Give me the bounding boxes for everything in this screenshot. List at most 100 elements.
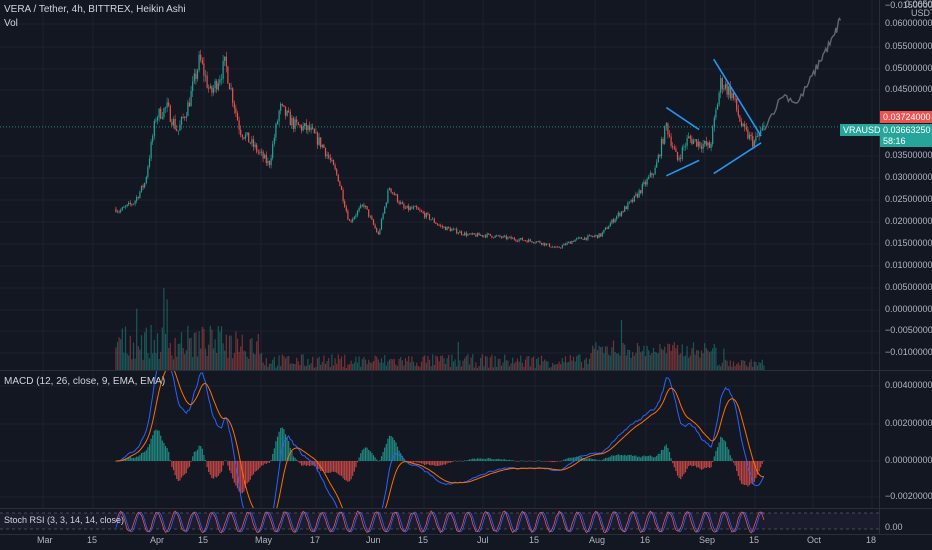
- candle-body: [444, 226, 447, 231]
- volume-bar: [699, 357, 701, 370]
- time-tick-label: 15: [749, 535, 760, 545]
- macd-hist-bar: [233, 461, 235, 483]
- macd-hist-bar: [272, 454, 274, 461]
- volume-legend[interactable]: Vol: [4, 18, 18, 29]
- symbol-legend[interactable]: VERA / Tether, 4h, BITTREX, Heikin Ashi: [4, 4, 186, 15]
- candle-body: [152, 136, 154, 142]
- macd-hist-bar: [203, 455, 205, 461]
- candle-body: [350, 220, 352, 222]
- macd-hist-bar: [534, 461, 536, 462]
- volume-bar: [545, 361, 547, 370]
- macd-hist-bar: [603, 458, 605, 461]
- volume-bar: [534, 367, 536, 370]
- time-tick-label: Aug: [589, 535, 606, 545]
- macd-hist-bar: [729, 455, 731, 461]
- macd-hist-bar: [344, 461, 346, 480]
- macd-hist-bar: [739, 461, 741, 481]
- macd-hist-bar: [598, 459, 600, 461]
- candle-body: [673, 147, 675, 149]
- volume-bar: [262, 362, 264, 370]
- candle-body: [689, 136, 691, 139]
- volume-bar: [206, 355, 208, 370]
- macd-hist-bar: [686, 461, 688, 469]
- volume-bar: [649, 354, 651, 370]
- candle-body: [220, 78, 223, 80]
- candle-body: [702, 143, 704, 149]
- pane-separator[interactable]: [0, 508, 932, 509]
- macd-hist-bar: [560, 461, 562, 462]
- macd-hist-bar: [176, 461, 178, 479]
- candle-body: [552, 246, 554, 248]
- macd-hist-bar: [139, 455, 141, 461]
- volume-bar: [425, 362, 427, 370]
- price-pane[interactable]: [0, 0, 879, 370]
- candle-body: [721, 78, 723, 89]
- volume-bar: [502, 362, 504, 370]
- volume-bar: [548, 367, 551, 370]
- macd-hist-bar: [611, 455, 613, 461]
- candle-body: [587, 235, 589, 240]
- macd-hist-bar: [172, 461, 175, 471]
- candle-body: [339, 181, 341, 186]
- candle-body: [324, 147, 327, 157]
- volume-bar: [222, 343, 224, 370]
- volume-bar: [427, 355, 429, 370]
- stoch-chart[interactable]: [0, 509, 879, 534]
- volume-bar: [390, 358, 392, 370]
- macd-hist-bar: [321, 461, 323, 471]
- volume-bar: [648, 350, 650, 370]
- stoch-legend[interactable]: Stoch RSI (3, 3, 14, 14, close): [4, 515, 125, 525]
- volume-bar: [614, 351, 616, 370]
- volume-bar: [312, 356, 314, 370]
- macd-hist-bar: [246, 461, 248, 484]
- volume-bar: [356, 362, 359, 370]
- pane-separator[interactable]: [0, 370, 932, 371]
- candle-body: [739, 115, 741, 122]
- candle-body: [529, 239, 531, 241]
- time-tick-label: 18: [866, 535, 877, 545]
- macd-hist-bar: [243, 461, 245, 492]
- macd-hist-bar: [300, 461, 303, 466]
- macd-chart[interactable]: [0, 371, 879, 508]
- macd-hist-bar: [483, 458, 485, 461]
- macd-pane[interactable]: [0, 371, 879, 508]
- price-chart[interactable]: [0, 0, 879, 370]
- volume-bar: [361, 359, 363, 370]
- volume-bar: [462, 360, 464, 370]
- candle-body: [144, 182, 146, 188]
- volume-bar: [758, 362, 760, 370]
- macd-hist-bar: [392, 437, 394, 461]
- volume-bar: [603, 353, 605, 370]
- candle-body: [270, 158, 272, 166]
- stoch-pane[interactable]: [0, 509, 879, 534]
- volume-bar: [403, 365, 405, 370]
- candle-body: [534, 242, 536, 244]
- candle-body: [419, 209, 421, 211]
- candle-body: [374, 224, 376, 229]
- macd-hist-bar: [432, 461, 434, 466]
- candle-body: [723, 88, 725, 90]
- candle-body: [406, 205, 408, 209]
- volume-bar: [438, 361, 440, 370]
- price-axis[interactable]: [879, 0, 932, 535]
- macd-hist-bar: [691, 461, 693, 467]
- candle-body: [475, 234, 477, 237]
- candle-body: [278, 110, 280, 122]
- price-tick-label: 0.06000000: [885, 18, 932, 28]
- volume-bar: [726, 360, 728, 370]
- candle-body: [264, 154, 266, 159]
- price-tick-label: 0.02500000: [885, 194, 932, 204]
- macd-legend[interactable]: MACD (12, 26, close, 9, EMA, EMA): [4, 376, 166, 387]
- candle-body: [171, 121, 173, 126]
- volume-bar: [382, 362, 384, 370]
- volume-bar: [276, 365, 279, 370]
- volume-bar: [734, 366, 736, 370]
- volume-bar: [163, 288, 165, 370]
- candle-body: [388, 188, 391, 191]
- candle-body: [620, 211, 623, 216]
- volume-bar: [608, 354, 610, 370]
- candle-body: [240, 129, 242, 136]
- macd-hist-bar: [232, 461, 234, 479]
- macd-hist-bar: [219, 461, 221, 474]
- macd-hist-bar: [304, 461, 306, 465]
